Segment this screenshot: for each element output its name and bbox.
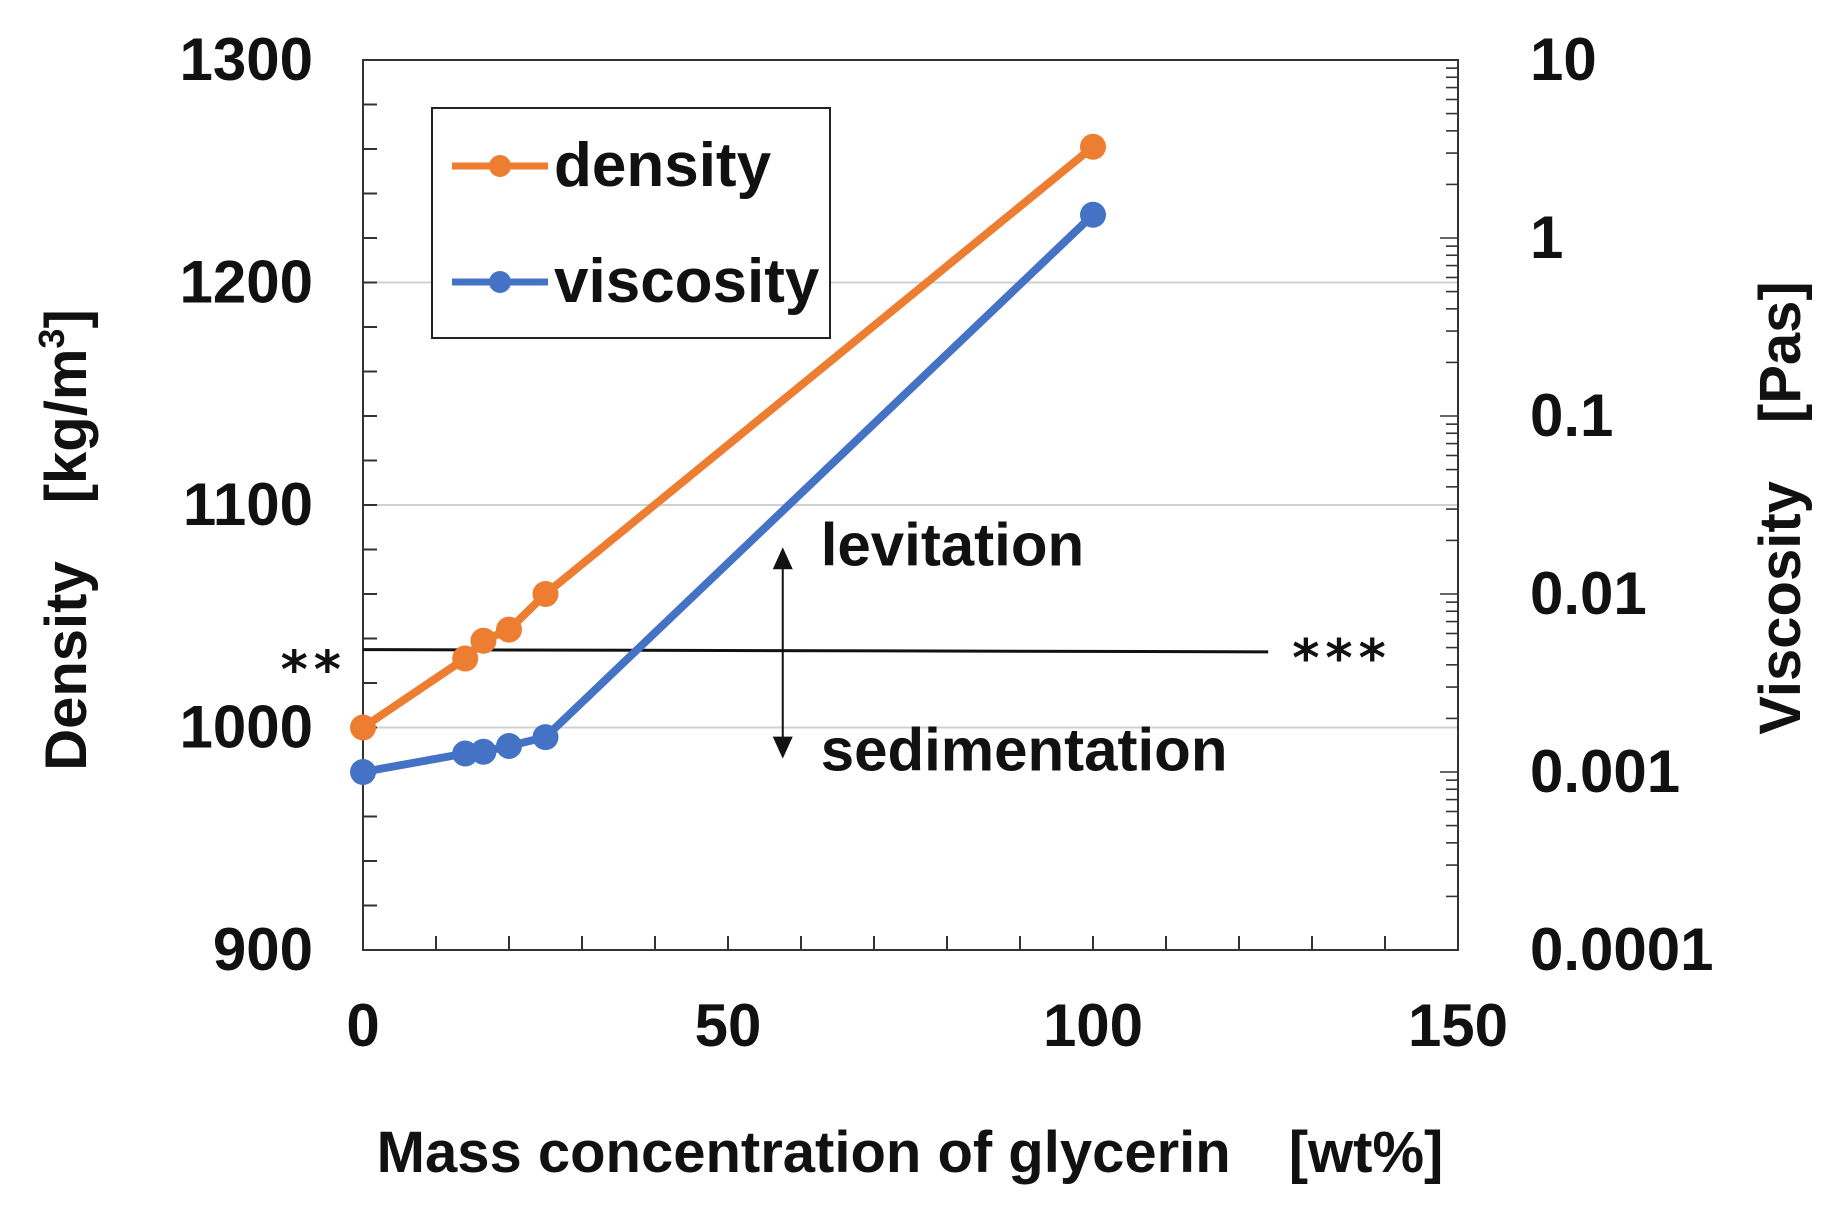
reference-line — [362, 648, 1269, 654]
series-group — [350, 133, 1106, 785]
y-left-tick-label: 1000 — [180, 694, 313, 761]
point-viscosity — [532, 724, 559, 751]
legend: density viscosity — [431, 107, 831, 339]
x-tick-label: 100 — [1043, 992, 1143, 1059]
x-tick-label: 150 — [1408, 992, 1508, 1059]
tick-labels: 0 50 100 150 900 1000 1100 1200 1300 0.0001 0.001 0… — [180, 26, 1714, 1059]
point-density — [350, 714, 376, 741]
sedimentation-label: sedimentation — [821, 717, 1228, 784]
y-left-axis-title-main: Density [kg/m — [34, 349, 99, 771]
series-line-density — [360, 143, 1096, 731]
y-right-tick-label: 1 — [1530, 204, 1563, 271]
reference-line-group: ** *** — [281, 629, 1392, 701]
sedimentation-arrow-head — [772, 736, 793, 759]
point-viscosity — [1080, 201, 1106, 228]
x-axis-title: Mass concentration of glycerin [wt%] — [377, 1120, 1444, 1185]
x-tick-label: 50 — [695, 992, 762, 1059]
point-viscosity — [470, 738, 497, 765]
point-viscosity — [350, 759, 376, 785]
x-tick-label: 0 — [346, 992, 379, 1059]
y-right-tick-label: 0.01 — [1530, 560, 1647, 627]
point-density — [1080, 133, 1106, 160]
reference-left-label: ** — [281, 641, 347, 701]
y-right-tick-label: 0.001 — [1530, 738, 1680, 805]
y-left-tick-label: 1100 — [183, 471, 313, 538]
annotation-group: levitation sedimentation — [772, 511, 1228, 784]
legend-density-marker — [489, 155, 511, 177]
levitation-arrow-head — [772, 547, 793, 570]
series-line-viscosity — [362, 211, 1096, 776]
reference-right-label: *** — [1292, 629, 1392, 689]
y-right-tick-label: 0.1 — [1530, 382, 1613, 449]
y-left-axis-title-sup: 3 — [31, 329, 72, 349]
y-left-tick-label: 900 — [213, 916, 313, 983]
levitation-label: levitation — [821, 511, 1084, 578]
point-density — [496, 616, 522, 643]
point-density — [452, 645, 479, 672]
point-viscosity — [496, 732, 522, 759]
y-left-axis-title-close: ] — [34, 309, 99, 328]
y-right-tick-label: 10 — [1530, 26, 1597, 93]
legend-box — [431, 107, 831, 339]
y-left-tick-label: 1300 — [180, 26, 313, 93]
y-right-tick-label: 0.0001 — [1530, 916, 1714, 983]
y-left-tick-label: 1200 — [180, 249, 313, 316]
point-density — [532, 581, 559, 607]
legend-viscosity-marker — [489, 271, 511, 293]
legend-density-label: density — [554, 131, 772, 200]
legend-viscosity-label: viscosity — [554, 247, 820, 316]
y-right-axis-title: Viscosity [Pas] — [1748, 281, 1813, 734]
point-density — [470, 627, 497, 654]
axis-ticks — [362, 59, 1459, 951]
y-left-axis-title: Density [kg/m3] — [31, 309, 99, 771]
